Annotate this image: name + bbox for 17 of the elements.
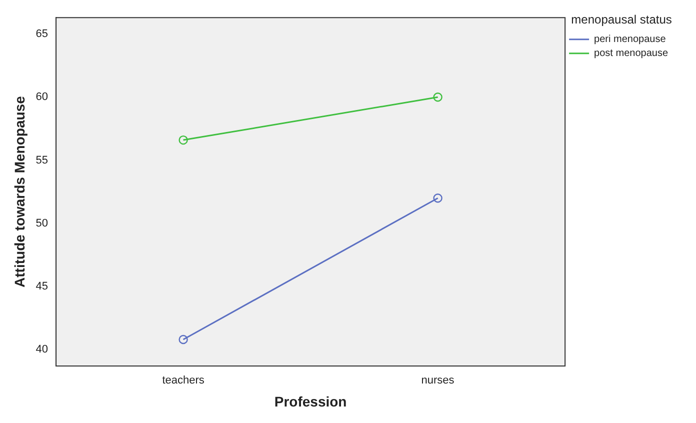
point	[433, 92, 442, 102]
point	[178, 334, 188, 344]
y-tick-label: 60	[36, 91, 48, 104]
y-tick-label: 65	[36, 28, 48, 40]
legend-label: post menopause	[594, 48, 668, 60]
y-tick-label: 55	[36, 154, 48, 166]
y-axis-title: Attitude towards Menopause	[11, 96, 28, 288]
x-tick-label: nurses	[421, 374, 455, 387]
x-tick-label: teachers	[162, 374, 205, 387]
y-tick-label: 50	[36, 217, 48, 230]
y-tick-label: 40	[36, 344, 48, 356]
y-tick-label: 45	[36, 280, 48, 293]
point	[433, 194, 442, 203]
point	[178, 135, 188, 145]
legend-label: peri menopause	[594, 34, 666, 46]
x-axis-title: Profession	[274, 393, 347, 410]
legend-title: menopausal status	[571, 12, 672, 26]
